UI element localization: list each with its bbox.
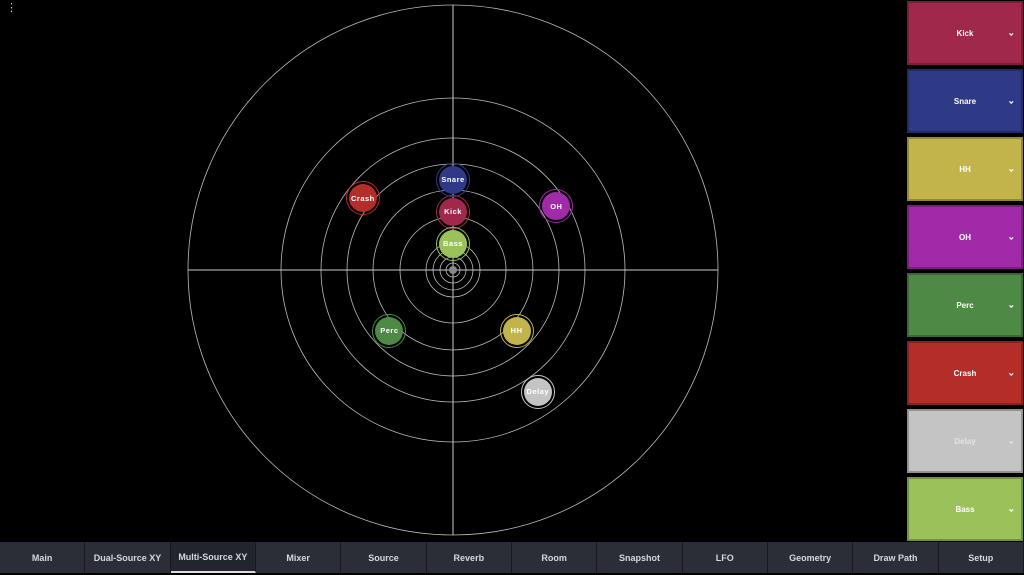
- source-handle-oh[interactable]: OH: [539, 189, 574, 224]
- chevron-down-icon[interactable]: ⌄: [1007, 435, 1015, 446]
- channel-label: Delay: [954, 436, 976, 446]
- tab-draw-path[interactable]: Draw Path: [853, 542, 939, 573]
- source-label: Bass: [443, 239, 463, 248]
- tab-geometry[interactable]: Geometry: [767, 542, 854, 573]
- tab-snapshot[interactable]: Snapshot: [597, 542, 683, 573]
- chevron-down-icon[interactable]: ⌄: [1007, 503, 1015, 514]
- channel-label: Perc: [956, 300, 974, 310]
- more-vertical-icon[interactable]: ⋮: [6, 2, 17, 14]
- chevron-down-icon[interactable]: ⌄: [1007, 231, 1015, 242]
- channel-label: Kick: [956, 28, 974, 38]
- channel-label: HH: [959, 164, 971, 174]
- polar-grid: [187, 4, 719, 536]
- tab-multi-source-xy[interactable]: Multi-Source XY: [170, 542, 256, 573]
- tab-main[interactable]: Main: [0, 542, 86, 573]
- chevron-down-icon[interactable]: ⌄: [1007, 367, 1015, 378]
- channel-snare[interactable]: Snare ⌄: [907, 69, 1023, 133]
- source-handle-bass[interactable]: Bass: [436, 226, 470, 261]
- tab-setup[interactable]: Setup: [938, 542, 1024, 573]
- channel-hh[interactable]: HH ⌄: [907, 137, 1023, 201]
- source-handle-snare[interactable]: Snare: [436, 162, 470, 197]
- xy-field[interactable]: Snare Kick Bass Crash OH Perc HH Delay: [0, 0, 905, 540]
- channel-label: Bass: [955, 504, 975, 514]
- channel-label: OH: [959, 232, 971, 242]
- source-handle-delay[interactable]: Delay: [520, 374, 555, 409]
- channel-kick[interactable]: Kick ⌄: [907, 1, 1023, 65]
- tab-reverb[interactable]: Reverb: [426, 542, 512, 573]
- channel-list: Kick ⌄ Snare ⌄ HH ⌄ OH ⌄ Perc ⌄ Crash ⌄ Delay ⌄ Bass ⌄: [907, 1, 1023, 545]
- channel-bass[interactable]: Bass ⌄: [907, 477, 1023, 541]
- source-label: HH: [510, 326, 523, 336]
- tab-bar: Main Dual-Source XY Multi-Source XY Mixer So…: [0, 542, 1024, 573]
- source-label: OH: [550, 201, 563, 211]
- source-handle-hh[interactable]: HH: [499, 313, 534, 348]
- source-handle-kick[interactable]: Kick: [436, 194, 470, 229]
- source-label: Delay: [526, 387, 550, 397]
- center-point: [449, 266, 457, 274]
- source-label: Snare: [441, 175, 465, 185]
- tab-dual-source-xy[interactable]: Dual-Source XY: [85, 542, 171, 573]
- source-handle-crash[interactable]: Crash: [345, 181, 380, 216]
- chevron-down-icon[interactable]: ⌄: [1007, 95, 1015, 106]
- channel-label: Crash: [953, 368, 977, 378]
- tab-source[interactable]: Source: [341, 542, 427, 573]
- tab-mixer[interactable]: Mixer: [255, 542, 342, 573]
- tab-room[interactable]: Room: [511, 542, 598, 573]
- source-handle-perc[interactable]: Perc: [372, 313, 407, 348]
- channel-perc[interactable]: Perc ⌄: [907, 273, 1023, 337]
- channel-crash[interactable]: Crash ⌄: [907, 341, 1023, 405]
- tab-lfo[interactable]: LFO: [682, 542, 768, 573]
- chevron-down-icon[interactable]: ⌄: [1007, 299, 1015, 310]
- source-label: Perc: [380, 326, 399, 336]
- chevron-down-icon[interactable]: ⌄: [1007, 27, 1015, 38]
- source-label: Kick: [444, 207, 462, 217]
- channel-delay[interactable]: Delay ⌄: [907, 409, 1023, 473]
- source-label: Crash: [351, 193, 375, 203]
- channel-label: Snare: [953, 96, 977, 106]
- channel-oh[interactable]: OH ⌄: [907, 205, 1023, 269]
- chevron-down-icon[interactable]: ⌄: [1007, 163, 1015, 174]
